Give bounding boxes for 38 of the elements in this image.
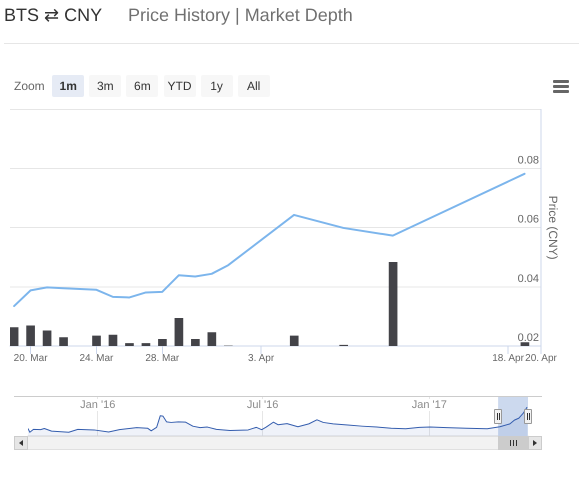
bar	[108, 334, 118, 346]
bar	[208, 332, 216, 346]
range-button: 6m	[126, 75, 158, 97]
bar	[158, 338, 167, 346]
y-tick-label: 0.08	[518, 154, 539, 166]
x-tick-label: 24. Mar	[79, 352, 114, 364]
bar	[42, 330, 52, 346]
x-tick-label: Jan '16	[80, 399, 116, 412]
bar	[290, 336, 299, 346]
range-button: 1m	[52, 75, 84, 97]
x-tick-label: 20. Mar	[14, 352, 48, 364]
bar	[174, 318, 184, 346]
bar	[125, 343, 134, 346]
bar	[191, 338, 200, 346]
bar	[10, 327, 18, 346]
bar	[59, 337, 68, 346]
bar	[92, 336, 101, 346]
x-tick-label: Jul '16	[246, 399, 278, 412]
x-tick-label: 20. Apr	[525, 352, 558, 364]
x-tick-label: 18. Apr	[492, 352, 525, 364]
chart-title: BTS ⇄ CNY	[4, 4, 102, 27]
range-button: 3m	[89, 75, 122, 97]
y-tick-label: 0.02	[518, 332, 539, 344]
bar	[26, 326, 35, 346]
x-tick-label: Jan '17	[412, 399, 447, 412]
text: Zoom	[14, 79, 45, 93]
bar	[142, 343, 150, 346]
chart-subtitle: Price History | Market Depth	[128, 4, 353, 27]
y-axis-title: Price (CNY)	[546, 196, 560, 260]
y-tick-label: 0.04	[518, 272, 539, 285]
bar	[388, 262, 398, 346]
range-button: All	[238, 75, 270, 97]
y-tick-label: 0.06	[518, 214, 539, 226]
bar	[520, 342, 530, 346]
range-button: 1y	[200, 75, 233, 97]
x-tick-label: 28. Mar	[145, 352, 180, 364]
range-button: YTD	[164, 75, 196, 97]
x-tick-label: 3. Apr	[248, 352, 275, 364]
